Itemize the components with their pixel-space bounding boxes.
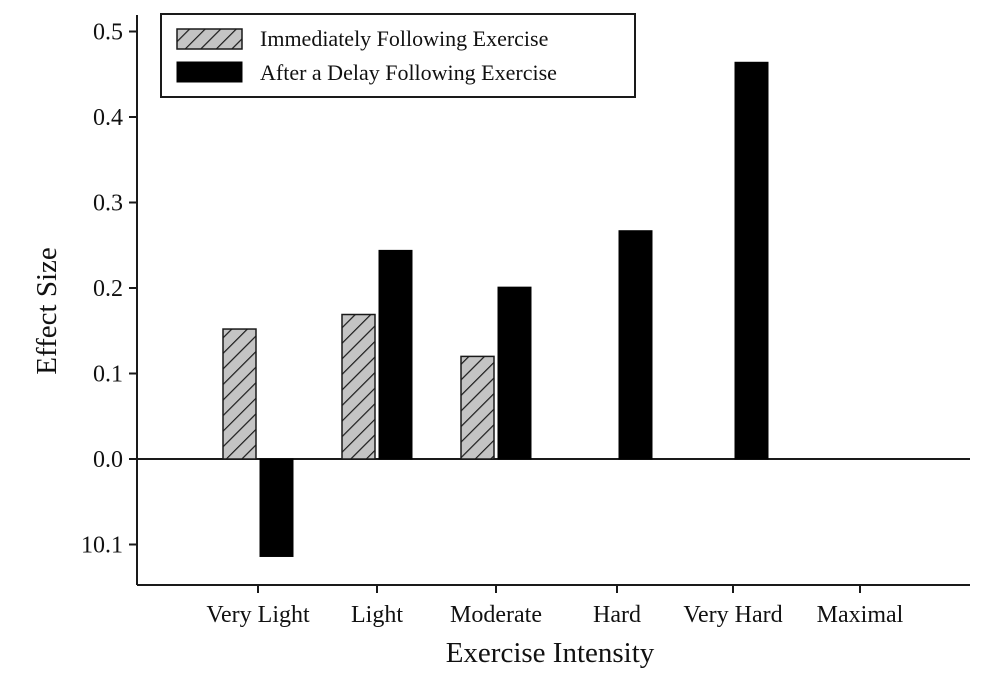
x-category-label: Maximal: [817, 602, 904, 628]
x-axis-categories: Very Light Light Moderate Hard Very Hard Maxi…: [206, 585, 904, 628]
legend-label-delay: After a Delay Following Exercise: [260, 60, 557, 85]
legend-swatch-delay: [176, 61, 243, 83]
bar-delay: [259, 458, 294, 557]
x-axis-title: Exercise Intensity: [446, 637, 655, 669]
x-category-label: Light: [351, 602, 403, 628]
bar-delay: [734, 61, 769, 460]
bar-immediate: [222, 328, 257, 460]
y-axis-ticks: 0.5 0.4 0.3 0.2 0.1 0.0 10.1: [81, 20, 137, 559]
x-category-label: Moderate: [450, 602, 542, 628]
y-tick-label: 0.1: [93, 362, 123, 388]
y-tick-label: 0.0: [93, 447, 123, 473]
legend-swatch-immediate: [176, 28, 243, 50]
y-axis-title: Effect Size: [31, 247, 63, 374]
y-tick-label: 10.1: [81, 533, 123, 559]
legend-box: [160, 13, 636, 98]
bar-delay: [378, 249, 413, 460]
bar-delay: [618, 230, 653, 460]
y-tick-label: 0.4: [93, 105, 123, 131]
y-tick-label: 0.5: [93, 20, 123, 46]
legend: Immediately Following Exercise After a D…: [160, 13, 636, 98]
bar-delay: [497, 286, 532, 460]
y-tick-label: 0.3: [93, 191, 123, 217]
bars: [222, 61, 769, 557]
x-category-label: Very Hard: [683, 602, 782, 628]
legend-label-immediate: Immediately Following Exercise: [260, 26, 548, 51]
x-category-label: Very Light: [206, 602, 310, 628]
y-tick-label: 0.2: [93, 276, 123, 302]
bar-immediate: [460, 355, 495, 460]
x-category-label: Hard: [593, 602, 641, 628]
bar-immediate: [341, 313, 376, 460]
